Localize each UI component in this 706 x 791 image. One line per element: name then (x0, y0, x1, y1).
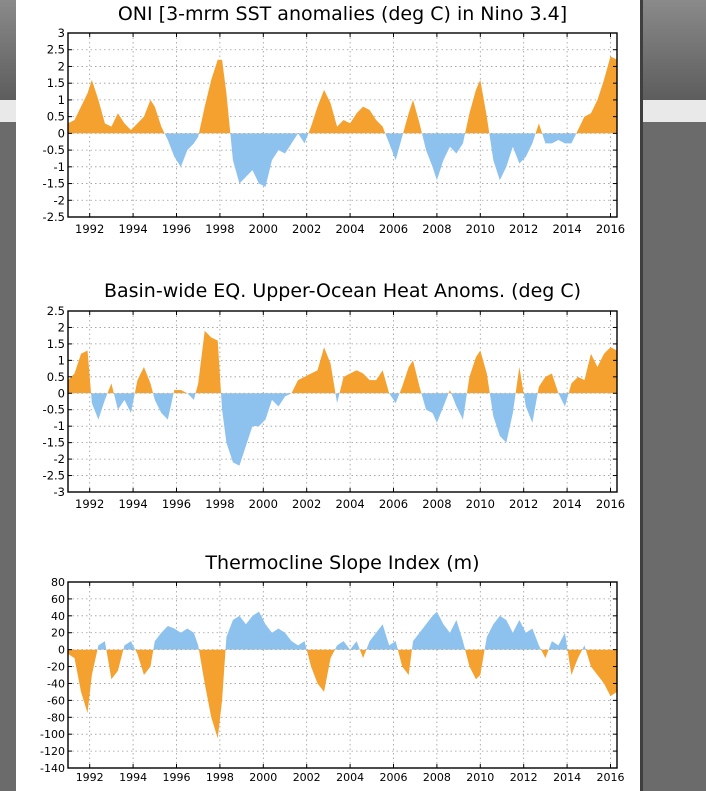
x-tick-label: 1996 (162, 771, 190, 784)
y-tick-label: 0 (58, 644, 65, 657)
y-tick-label: -2.5 (43, 210, 65, 224)
chart-title: Basin-wide EQ. Upper-Ocean Heat Anoms. (… (104, 280, 581, 302)
x-tick-label: 2012 (509, 222, 538, 236)
series-area-above-zero (68, 56, 617, 134)
y-tick-label: 0.5 (47, 370, 65, 384)
chart-panel-3: Thermocline Slope Index (m) -140 -120 -100 -… (40, 552, 624, 784)
x-tick-label: 2010 (466, 497, 495, 511)
plot-frame (67, 32, 618, 218)
x-tick-label: 2014 (552, 222, 581, 236)
x-tick-label: 2006 (379, 497, 408, 511)
x-tick-label: 2002 (292, 222, 321, 236)
y-tick-label: -100 (40, 728, 65, 741)
y-tick-label: 0.5 (47, 110, 65, 124)
x-tick-label: 2016 (596, 497, 625, 511)
plot-frame (67, 310, 618, 493)
sheet-right-edge (640, 0, 643, 791)
y-tick-label: 20 (51, 627, 65, 640)
y-tick-label: 1.5 (47, 337, 65, 351)
y-tick-label: 2 (58, 59, 65, 73)
x-tick-label: 1996 (162, 497, 191, 511)
y-tick-label: 80 (51, 576, 65, 589)
y-tick-label: -1 (54, 160, 65, 174)
y-tick-label: 2 (58, 320, 65, 334)
y-tick-label: -1.5 (43, 177, 65, 191)
x-tick-label: 2008 (422, 497, 451, 511)
series-area-below-zero (68, 649, 617, 739)
x-tick-label: 2016 (596, 771, 624, 784)
y-tick-label: -2 (54, 193, 65, 207)
y-tick-label: -2 (54, 452, 65, 466)
x-tick-label: 2006 (379, 222, 408, 236)
y-tick-label: -140 (40, 762, 65, 775)
x-tick-label: 2008 (423, 771, 451, 784)
x-tick-label: 1994 (119, 771, 147, 784)
y-tick-label: 40 (51, 610, 65, 623)
x-tick-label: 2014 (552, 497, 581, 511)
y-tick-label: -2.5 (43, 469, 65, 483)
y-tick-label: 60 (51, 593, 65, 606)
x-tick-label: 2000 (249, 222, 278, 236)
y-tick-label: -3 (54, 485, 65, 499)
chart-title: ONI [3-mrm SST anomalies (deg C) in Nino… (118, 3, 567, 25)
y-tick-label: -1.5 (43, 436, 65, 450)
x-tick-label: 2004 (336, 771, 364, 784)
y-tick-label: 2.5 (47, 43, 65, 57)
series-area-below-zero (68, 133, 617, 187)
x-tick-label: 2014 (553, 771, 581, 784)
x-tick-label: 2004 (335, 222, 364, 236)
x-tick-label: 2006 (379, 771, 407, 784)
y-tick-label: 0 (58, 386, 65, 400)
plot-frame (67, 581, 618, 769)
y-tick-label: -1 (54, 419, 65, 433)
y-tick-label: -80 (47, 711, 65, 724)
x-tick-label: 2002 (292, 497, 321, 511)
x-tick-label: 1992 (75, 497, 104, 511)
x-tick-label: 1996 (162, 222, 191, 236)
y-tick-label: -60 (47, 694, 65, 707)
y-tick-label: 3 (58, 26, 65, 40)
x-tick-label: 1998 (206, 771, 234, 784)
y-tick-label: -0.5 (43, 143, 65, 157)
x-tick-label: 1992 (76, 771, 104, 784)
x-tick-label: 1994 (118, 222, 147, 236)
chart-panel-2: Basin-wide EQ. Upper-Ocean Heat Anoms. (… (43, 280, 626, 511)
series-area-below-zero (68, 393, 617, 466)
series-area-above-zero (68, 330, 617, 394)
x-tick-label: 1998 (205, 222, 234, 236)
y-tick-label: 1 (58, 353, 65, 367)
y-tick-label: 0 (58, 126, 65, 140)
x-tick-label: 2002 (293, 771, 321, 784)
x-tick-label: 2016 (596, 222, 625, 236)
y-tick-label: -20 (47, 661, 65, 674)
y-tick-label: -40 (47, 677, 65, 690)
y-tick-label: -0.5 (43, 403, 65, 417)
x-tick-label: 2012 (509, 497, 538, 511)
x-tick-label: 2010 (466, 771, 494, 784)
x-tick-label: 2004 (335, 497, 364, 511)
x-tick-label: 1992 (75, 222, 104, 236)
x-tick-label: 2012 (510, 771, 538, 784)
chart-panel-1: ONI [3-mrm SST anomalies (deg C) in Nino… (43, 3, 626, 236)
x-tick-label: 2010 (466, 222, 495, 236)
y-tick-label: -120 (40, 745, 65, 758)
chart-title: Thermocline Slope Index (m) (204, 552, 479, 574)
x-tick-label: 2008 (422, 222, 451, 236)
y-tick-label: 1 (58, 93, 65, 107)
y-tick-label: 2.5 (47, 304, 65, 318)
y-tick-label: 1.5 (47, 76, 65, 90)
x-tick-label: 1998 (205, 497, 234, 511)
x-tick-label: 2000 (249, 497, 278, 511)
x-tick-label: 1994 (118, 497, 147, 511)
x-tick-label: 2000 (249, 771, 277, 784)
series-area-above-zero (68, 611, 617, 650)
